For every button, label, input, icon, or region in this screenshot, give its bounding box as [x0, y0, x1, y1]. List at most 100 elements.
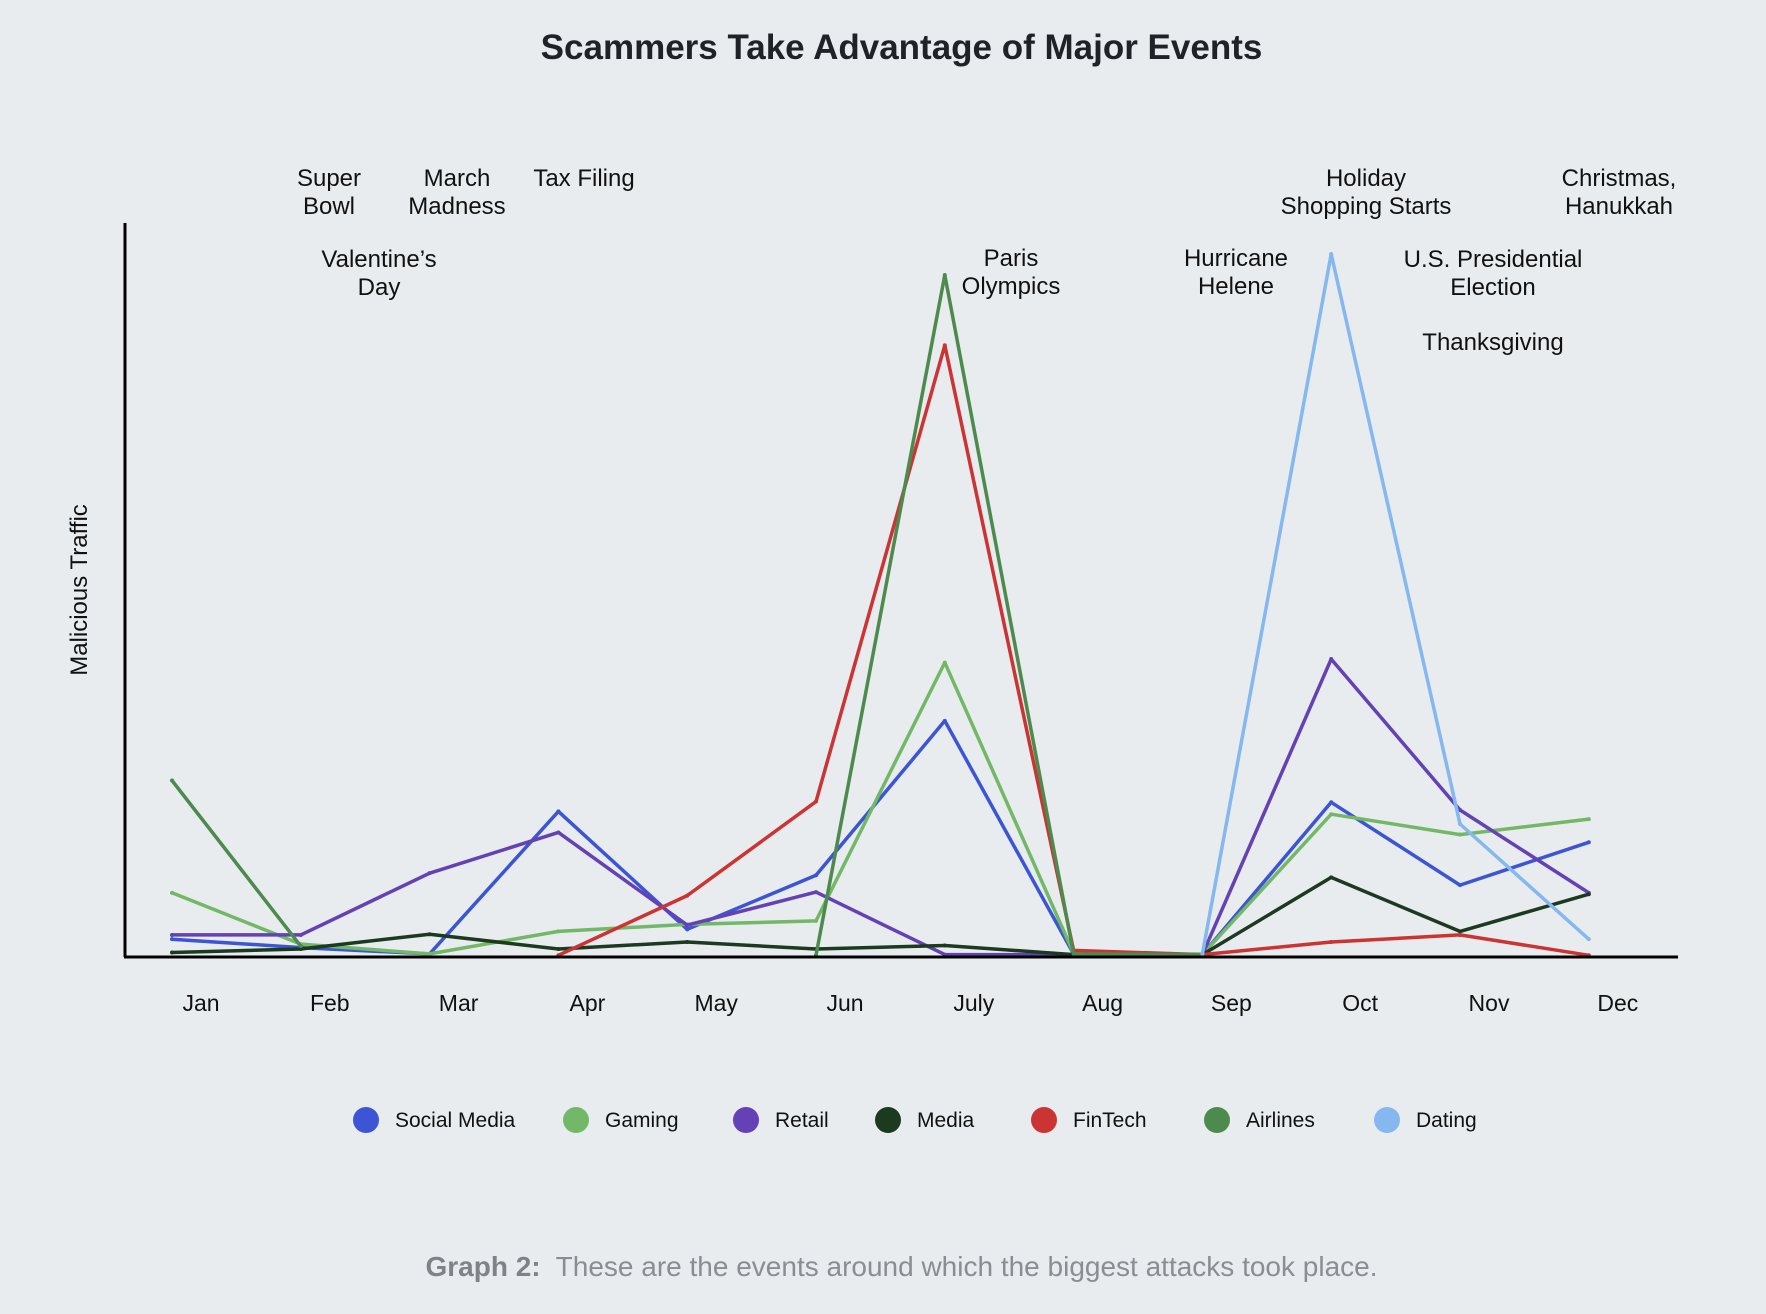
data-point — [685, 939, 690, 944]
legend-swatch — [563, 1107, 589, 1133]
data-point — [814, 890, 818, 895]
data-point — [298, 944, 303, 949]
x-tick-label: Apr — [570, 990, 606, 1016]
legend-item-media: Media — [875, 1107, 975, 1133]
chart-title: Scammers Take Advantage of Major Events — [540, 28, 1263, 67]
x-tick-label: Aug — [1082, 990, 1123, 1016]
legend-item-retail: Retail — [733, 1107, 829, 1133]
data-point — [1329, 939, 1334, 944]
series-line-gaming — [170, 660, 1591, 957]
caption-label: Graph 2: — [425, 1251, 541, 1282]
series-line-retail — [170, 657, 1591, 957]
data-point — [1329, 812, 1334, 817]
legend-label: Gaming — [605, 1109, 679, 1132]
x-tick-label: Nov — [1469, 990, 1510, 1016]
data-point — [170, 950, 174, 955]
data-point — [1458, 883, 1462, 888]
legend-label: Dating — [1416, 1109, 1477, 1132]
legend-label: Retail — [775, 1109, 829, 1132]
y-axis-label: Malicious Traffic — [66, 504, 93, 676]
series-line-airlines — [170, 273, 1205, 958]
legend-item-airlines: Airlines — [1204, 1107, 1315, 1133]
annotation-super-bowl: Super Bowl — [297, 165, 361, 220]
data-point — [1329, 800, 1334, 805]
data-point — [1458, 832, 1462, 837]
series-lines — [170, 252, 1591, 958]
data-point — [1200, 951, 1205, 956]
legend-swatch — [1204, 1107, 1230, 1133]
data-point — [942, 943, 947, 948]
data-point — [427, 951, 432, 956]
data-point — [942, 343, 947, 348]
data-point — [298, 932, 303, 937]
data-point — [814, 799, 818, 804]
series-line-social-media — [170, 719, 1591, 957]
legend-swatch — [1031, 1107, 1057, 1133]
data-point — [1458, 807, 1462, 812]
annotation-christmas-hanukkah: Christmas, Hanukkah — [1562, 165, 1677, 220]
data-point — [1586, 840, 1591, 845]
data-point — [427, 871, 432, 876]
event-annotations: Super Bowl Valentine’s Day March Madness Tax F… — [297, 165, 1676, 356]
legend-item-fintech: FinTech — [1031, 1107, 1147, 1133]
data-point — [1458, 929, 1462, 934]
data-point — [1458, 822, 1462, 827]
x-tick-label: Oct — [1342, 990, 1378, 1016]
data-point — [685, 893, 690, 898]
legend-label: Social Media — [395, 1109, 516, 1132]
legend-swatch — [733, 1107, 759, 1133]
caption: Graph 2: These are the events around whi… — [0, 1251, 1766, 1283]
data-point — [814, 918, 818, 923]
data-point — [556, 946, 561, 951]
series-airlines — [170, 273, 1205, 958]
series-line-fintech — [556, 343, 1591, 958]
annotation-u-s-presidential-election: U.S. Presidential Election — [1404, 246, 1583, 301]
data-point — [814, 873, 818, 878]
data-point — [942, 660, 947, 665]
x-tick-label: Jun — [826, 990, 863, 1016]
series-line-media — [170, 875, 1591, 957]
x-tick-label: Sep — [1211, 990, 1252, 1016]
legend: Social Media Gaming Retail Media FinTech Airl… — [353, 1107, 1477, 1133]
data-point — [942, 718, 947, 723]
data-point — [556, 830, 561, 835]
series-fintech — [556, 343, 1591, 958]
x-tick-label: May — [694, 990, 738, 1016]
x-tick-label: July — [953, 990, 994, 1016]
data-point — [556, 929, 561, 934]
data-point — [1329, 657, 1334, 662]
data-point — [1458, 932, 1462, 937]
annotation-tax-filing: Tax Filing — [533, 165, 634, 192]
data-point — [170, 890, 174, 895]
x-tick-label: Feb — [310, 990, 350, 1016]
legend-label: FinTech — [1073, 1109, 1147, 1132]
annotation-paris-olympics: Paris Olympics — [962, 245, 1061, 300]
x-tick-label: Dec — [1597, 990, 1638, 1016]
series-line-dating — [1200, 252, 1591, 956]
series-retail — [170, 657, 1591, 957]
x-tick-labels: Jan Feb Mar Apr May Jun July Aug Sep Oct Nov Dec — [182, 990, 1638, 1016]
data-point — [170, 932, 174, 937]
series-dating — [1200, 252, 1591, 956]
legend-item-dating: Dating — [1374, 1107, 1477, 1133]
data-point — [427, 932, 432, 937]
data-point — [1329, 875, 1334, 880]
data-point — [298, 946, 303, 951]
data-point — [685, 927, 690, 932]
data-point — [1329, 252, 1334, 256]
x-tick-label: Mar — [439, 990, 479, 1016]
legend-label: Media — [917, 1109, 975, 1132]
data-point — [556, 809, 561, 814]
annotation-thanksgiving: Thanksgiving — [1422, 329, 1563, 356]
caption-text: These are the events around which the bi… — [555, 1251, 1378, 1282]
series-media — [170, 875, 1591, 957]
data-point — [1071, 951, 1076, 956]
x-tick-label: Jan — [182, 990, 219, 1016]
series-gaming — [170, 660, 1591, 957]
data-point — [1586, 817, 1591, 822]
annotation-hurricane-helene: Hurricane Helene — [1184, 245, 1288, 300]
legend-item-gaming: Gaming — [563, 1107, 679, 1133]
data-point — [170, 778, 174, 783]
legend-swatch — [875, 1107, 901, 1133]
